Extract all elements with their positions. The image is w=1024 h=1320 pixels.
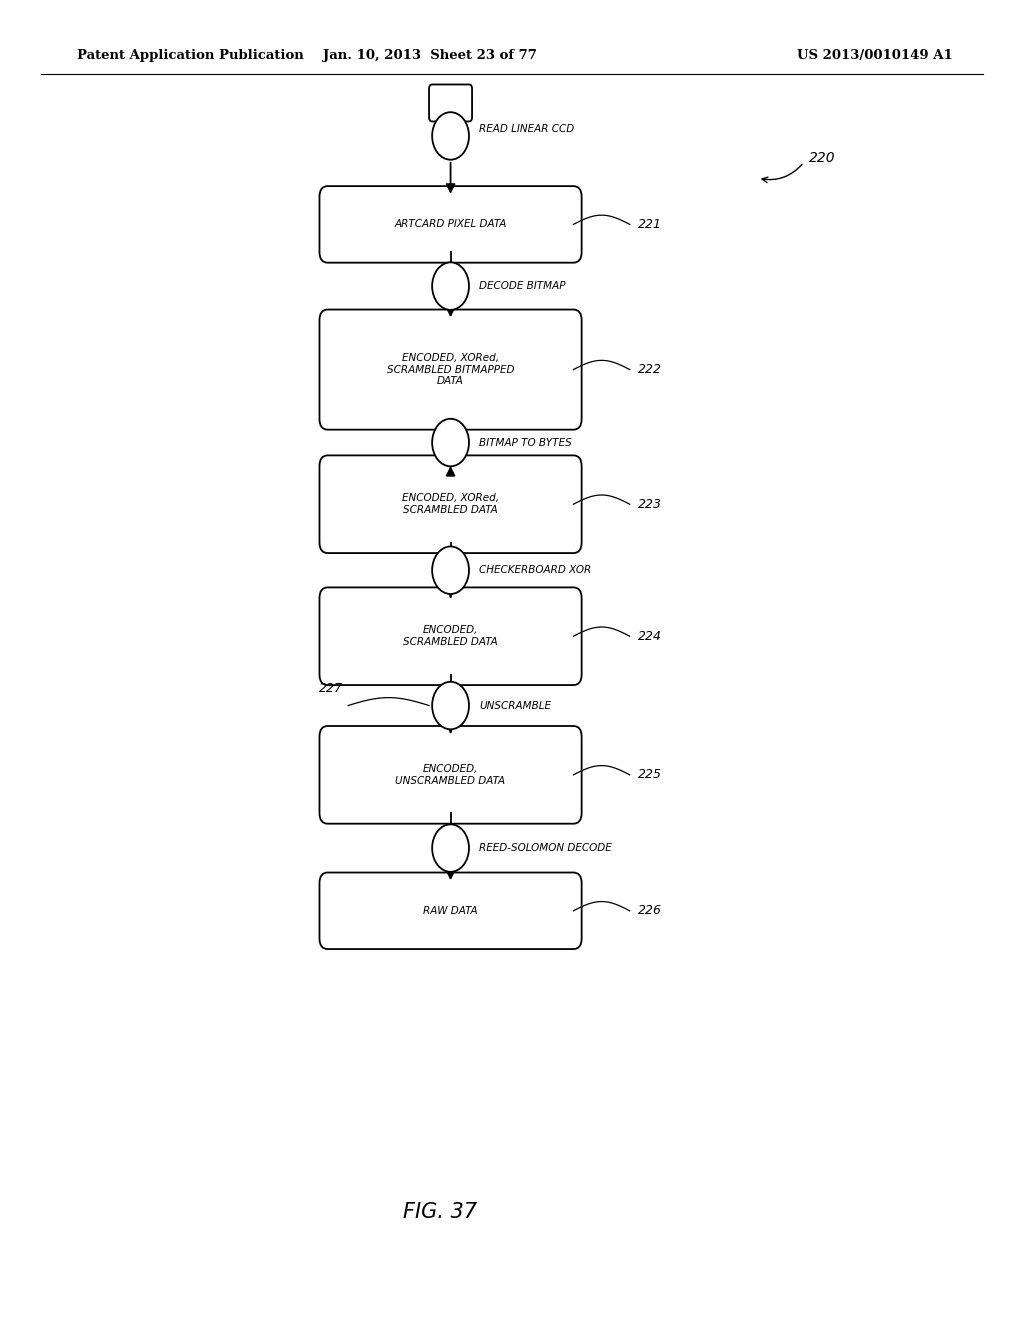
Circle shape [432,418,469,466]
Text: 221: 221 [638,218,662,231]
FancyBboxPatch shape [319,186,582,263]
Text: ENCODED, XORed,
SCRAMBLED DATA: ENCODED, XORed, SCRAMBLED DATA [402,494,499,515]
Text: 220: 220 [809,152,836,165]
Text: DECODE BITMAP: DECODE BITMAP [479,281,565,292]
FancyBboxPatch shape [319,310,582,430]
Text: Patent Application Publication: Patent Application Publication [77,49,303,62]
Text: 225: 225 [638,768,662,781]
FancyBboxPatch shape [319,455,582,553]
Text: US 2013/0010149 A1: US 2013/0010149 A1 [797,49,952,62]
Text: ENCODED,
SCRAMBLED DATA: ENCODED, SCRAMBLED DATA [403,626,498,647]
FancyBboxPatch shape [319,587,582,685]
Text: 224: 224 [638,630,662,643]
Circle shape [432,546,469,594]
FancyBboxPatch shape [429,84,472,121]
Text: READ LINEAR CCD: READ LINEAR CCD [479,124,574,135]
Circle shape [432,263,469,310]
Text: Jan. 10, 2013  Sheet 23 of 77: Jan. 10, 2013 Sheet 23 of 77 [324,49,537,62]
Text: 227: 227 [319,682,343,694]
Circle shape [432,681,469,729]
Text: BITMAP TO BYTES: BITMAP TO BYTES [479,437,572,447]
Text: 222: 222 [638,363,662,376]
FancyBboxPatch shape [319,873,582,949]
Circle shape [432,824,469,873]
Text: REED-SOLOMON DECODE: REED-SOLOMON DECODE [479,843,612,853]
Text: CHECKERBOARD XOR: CHECKERBOARD XOR [479,565,592,576]
Text: RAW DATA: RAW DATA [423,906,478,916]
Text: 223: 223 [638,498,662,511]
Circle shape [432,112,469,160]
Text: 226: 226 [638,904,662,917]
Text: ENCODED,
UNSCRAMBLED DATA: ENCODED, UNSCRAMBLED DATA [395,764,506,785]
Text: ENCODED, XORed,
SCRAMBLED BITMAPPED
DATA: ENCODED, XORed, SCRAMBLED BITMAPPED DATA [387,352,514,387]
Text: FIG. 37: FIG. 37 [403,1201,477,1222]
Text: ARTCARD PIXEL DATA: ARTCARD PIXEL DATA [394,219,507,230]
Text: UNSCRAMBLE: UNSCRAMBLE [479,701,551,710]
FancyBboxPatch shape [319,726,582,824]
